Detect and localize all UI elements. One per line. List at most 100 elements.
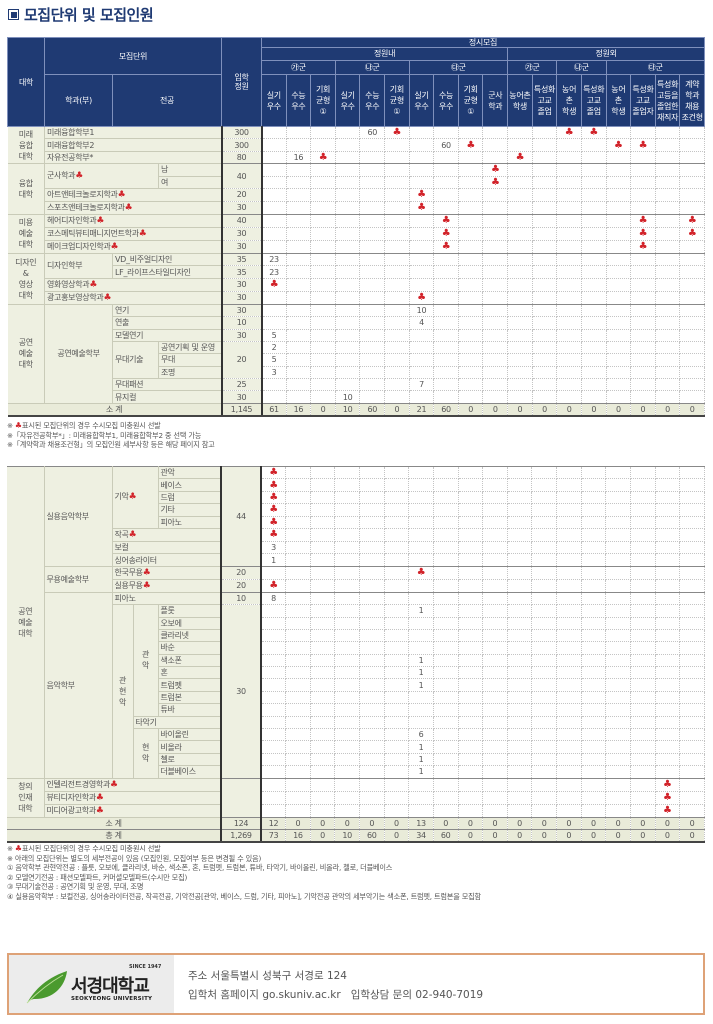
value-cell <box>630 678 656 692</box>
value-cell <box>334 629 360 643</box>
value-cell <box>359 201 386 215</box>
major-name: 실용무용 <box>114 580 144 590</box>
logo-name: 서경대학교 <box>71 976 150 997</box>
header-group-na-outside: ㉯군 <box>556 60 607 75</box>
club-icon: ♣ <box>482 176 509 189</box>
dept-name: 뷰티디자인학과 <box>46 792 97 802</box>
value-cell: 0 <box>458 402 484 418</box>
table-row: 기타 ♣ <box>7 503 705 517</box>
value-cell <box>261 390 287 404</box>
value-cell <box>581 341 607 355</box>
major-cell: 기타 <box>158 503 222 517</box>
value-cell <box>359 378 386 392</box>
value-cell <box>655 565 681 580</box>
major-name: 작곡 <box>114 529 129 539</box>
value-cell <box>310 528 336 542</box>
value-cell <box>630 163 656 177</box>
value-cell <box>384 591 410 606</box>
value-cell <box>655 265 681 279</box>
value-cell: 12 <box>261 816 287 831</box>
value-cell <box>384 604 410 618</box>
value-cell <box>655 604 681 618</box>
value-cell <box>679 666 705 680</box>
value-cell <box>285 553 311 567</box>
value-cell <box>285 541 311 555</box>
value-cell <box>384 565 410 580</box>
value-cell <box>507 666 533 680</box>
quota-cell: 20 <box>220 579 262 593</box>
value-cell <box>507 341 533 355</box>
value-cell <box>285 503 311 517</box>
value-cell <box>605 553 631 567</box>
value-cell <box>630 728 656 742</box>
value-cell <box>507 753 533 767</box>
value-cell <box>581 740 607 754</box>
value-cell <box>679 765 705 779</box>
value-cell <box>359 329 386 342</box>
value-cell <box>581 466 607 480</box>
value-cell <box>679 503 705 517</box>
value-cell <box>581 579 607 593</box>
header-outside: 정원외 <box>507 47 705 61</box>
value-cell <box>310 291 336 305</box>
value-cell <box>335 366 361 380</box>
dept-cell: 음악학부 <box>44 591 113 779</box>
quota-cell: 10 <box>220 591 262 606</box>
value-cell <box>556 641 582 655</box>
value-cell <box>679 278 705 292</box>
table-row: 창의 인재 대학 인텔리전트경영학과♣ ♣ <box>7 777 705 818</box>
value-cell <box>482 579 508 593</box>
value-cell <box>581 528 607 542</box>
value-cell <box>630 188 656 202</box>
value-cell <box>556 541 582 555</box>
value-cell <box>655 491 681 505</box>
value-cell <box>532 252 558 267</box>
note-line: ③ 무대기술전공 : 공연기획 및 운영, 무대, 조명 <box>7 882 144 892</box>
value-cell <box>532 366 558 380</box>
value-cell <box>458 565 484 580</box>
value-cell <box>384 753 410 767</box>
value-cell: 10 <box>334 828 360 844</box>
value-cell: 1 <box>408 765 434 779</box>
value-cell <box>532 291 558 305</box>
table-row: 자유전공학부* 80 16 ♣ ♣ <box>8 151 705 165</box>
value-cell: 0 <box>630 828 656 844</box>
value-cell: 0 <box>531 816 557 831</box>
value-cell <box>458 728 484 742</box>
homepage-link[interactable]: go.skuniv.ac.kr <box>262 989 341 1001</box>
value-cell <box>458 201 484 215</box>
value-cell <box>261 378 287 392</box>
value-cell <box>359 728 385 742</box>
value-cell <box>507 691 533 705</box>
club-icon: ♣ <box>96 215 105 226</box>
value-cell <box>433 691 459 705</box>
value-cell <box>458 176 484 189</box>
value-cell <box>359 478 385 492</box>
value-cell <box>605 528 631 542</box>
value-cell <box>458 777 484 792</box>
value-cell <box>408 617 434 630</box>
value-cell <box>556 278 582 292</box>
value-cell <box>556 604 582 618</box>
value-cell <box>507 213 533 228</box>
value-cell <box>556 666 582 680</box>
major-cell: 무대패션 <box>112 378 222 392</box>
dept-name: 스포츠앤테크놀로지학과 <box>47 202 125 212</box>
note-line: ※「자유전공학부*」: 미래융합학부1, 미래융합학부2 중 선택 가능 <box>7 430 202 440</box>
value-cell <box>679 617 705 630</box>
value-cell <box>507 201 533 215</box>
value-cell: 0 <box>581 402 607 418</box>
value-cell <box>335 138 361 152</box>
major-cell: 바이올린 <box>158 728 222 742</box>
value-cell <box>310 703 336 717</box>
value-cell <box>384 390 410 404</box>
value-cell <box>334 604 360 618</box>
value-cell <box>655 716 681 730</box>
value-cell <box>310 353 336 367</box>
value-cell <box>384 641 410 655</box>
value-cell <box>310 478 336 492</box>
value-cell <box>606 227 632 241</box>
value-cell <box>556 478 582 492</box>
value-cell <box>409 353 435 367</box>
value-cell <box>605 591 631 606</box>
